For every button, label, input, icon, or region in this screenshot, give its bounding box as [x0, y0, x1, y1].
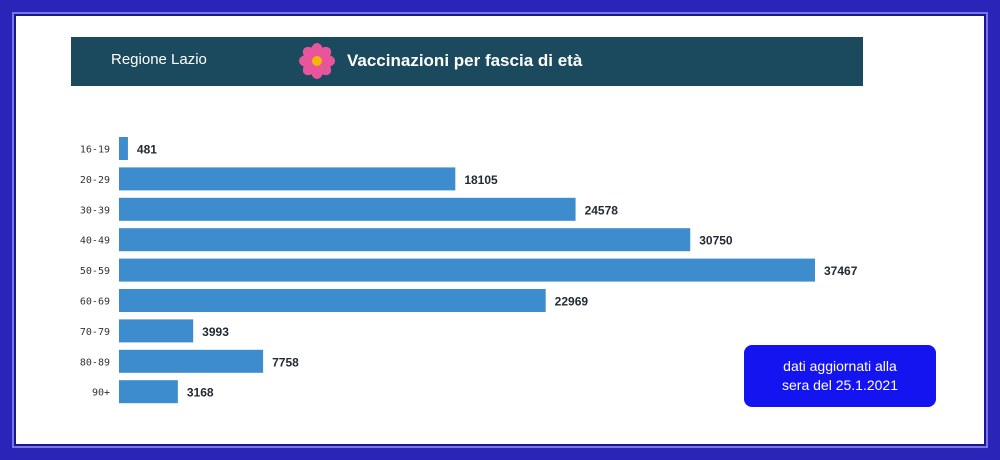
bar-20-29	[119, 167, 456, 191]
category-label-20-29: 20-29	[80, 175, 110, 186]
bar-90+	[119, 380, 178, 404]
bar-50-59	[119, 258, 815, 282]
value-label-60-69: 22969	[555, 295, 589, 309]
bar-30-39	[119, 197, 576, 221]
update-note-line-2: sera del 25.1.2021	[782, 377, 898, 393]
value-label-16-19: 481	[137, 143, 157, 157]
value-label-80-89: 7758	[272, 355, 299, 369]
category-label-90+: 90+	[92, 388, 110, 399]
value-label-70-79: 3993	[202, 325, 229, 339]
bar-16-19	[119, 137, 128, 160]
bar-80-89	[119, 349, 264, 373]
value-label-30-39: 24578	[585, 203, 619, 217]
chart-header: Regione Lazio Vaccinazioni per fascia di…	[71, 37, 863, 86]
category-label-16-19: 16-19	[80, 145, 110, 156]
category-label-30-39: 30-39	[80, 205, 110, 216]
chart-title: Vaccinazioni per fascia di età	[347, 51, 583, 70]
category-label-80-89: 80-89	[80, 357, 110, 368]
value-label-20-29: 18105	[464, 173, 498, 187]
update-note: dati aggiornati alla sera del 25.1.2021	[744, 345, 936, 407]
flower-icon	[299, 43, 335, 79]
bar-40-49	[119, 228, 691, 252]
bar-60-69	[119, 289, 546, 312]
bar-70-79	[119, 319, 194, 343]
category-label-70-79: 70-79	[80, 327, 110, 338]
category-label-50-59: 50-59	[80, 266, 110, 277]
category-label-60-69: 60-69	[80, 297, 110, 308]
category-label-40-49: 40-49	[80, 236, 110, 247]
region-label: Regione Lazio	[111, 51, 207, 68]
value-label-40-49: 30750	[699, 234, 733, 248]
update-note-line-1: dati aggiornati alla	[783, 358, 897, 374]
value-label-50-59: 37467	[824, 264, 858, 278]
value-label-90+: 3168	[187, 386, 214, 400]
